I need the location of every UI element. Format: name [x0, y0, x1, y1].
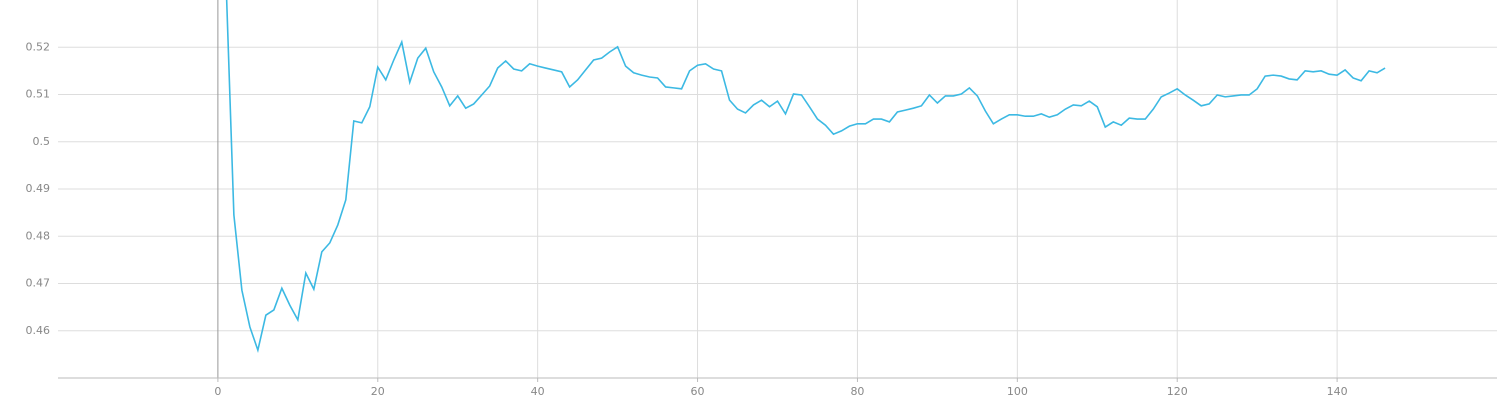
y-tick-label: 0.49 — [26, 182, 51, 195]
y-tick-label: 0.5 — [33, 135, 51, 148]
x-tick-label: 40 — [531, 385, 545, 398]
x-tick-label: 60 — [691, 385, 705, 398]
x-tick-label: 120 — [1167, 385, 1188, 398]
y-tick-label: 0.48 — [26, 229, 51, 242]
x-tick-label: 100 — [1007, 385, 1028, 398]
x-tick-label: 20 — [371, 385, 385, 398]
x-tick-label: 0 — [214, 385, 221, 398]
y-tick-label: 0.46 — [26, 324, 51, 337]
y-tick-label: 0.52 — [26, 40, 51, 53]
x-tick-label: 80 — [850, 385, 864, 398]
series-line — [225, 0, 1386, 354]
y-tick-label: 0.47 — [26, 277, 51, 290]
y-tick-label: 0.51 — [26, 88, 51, 101]
x-tick-label: 140 — [1327, 385, 1348, 398]
